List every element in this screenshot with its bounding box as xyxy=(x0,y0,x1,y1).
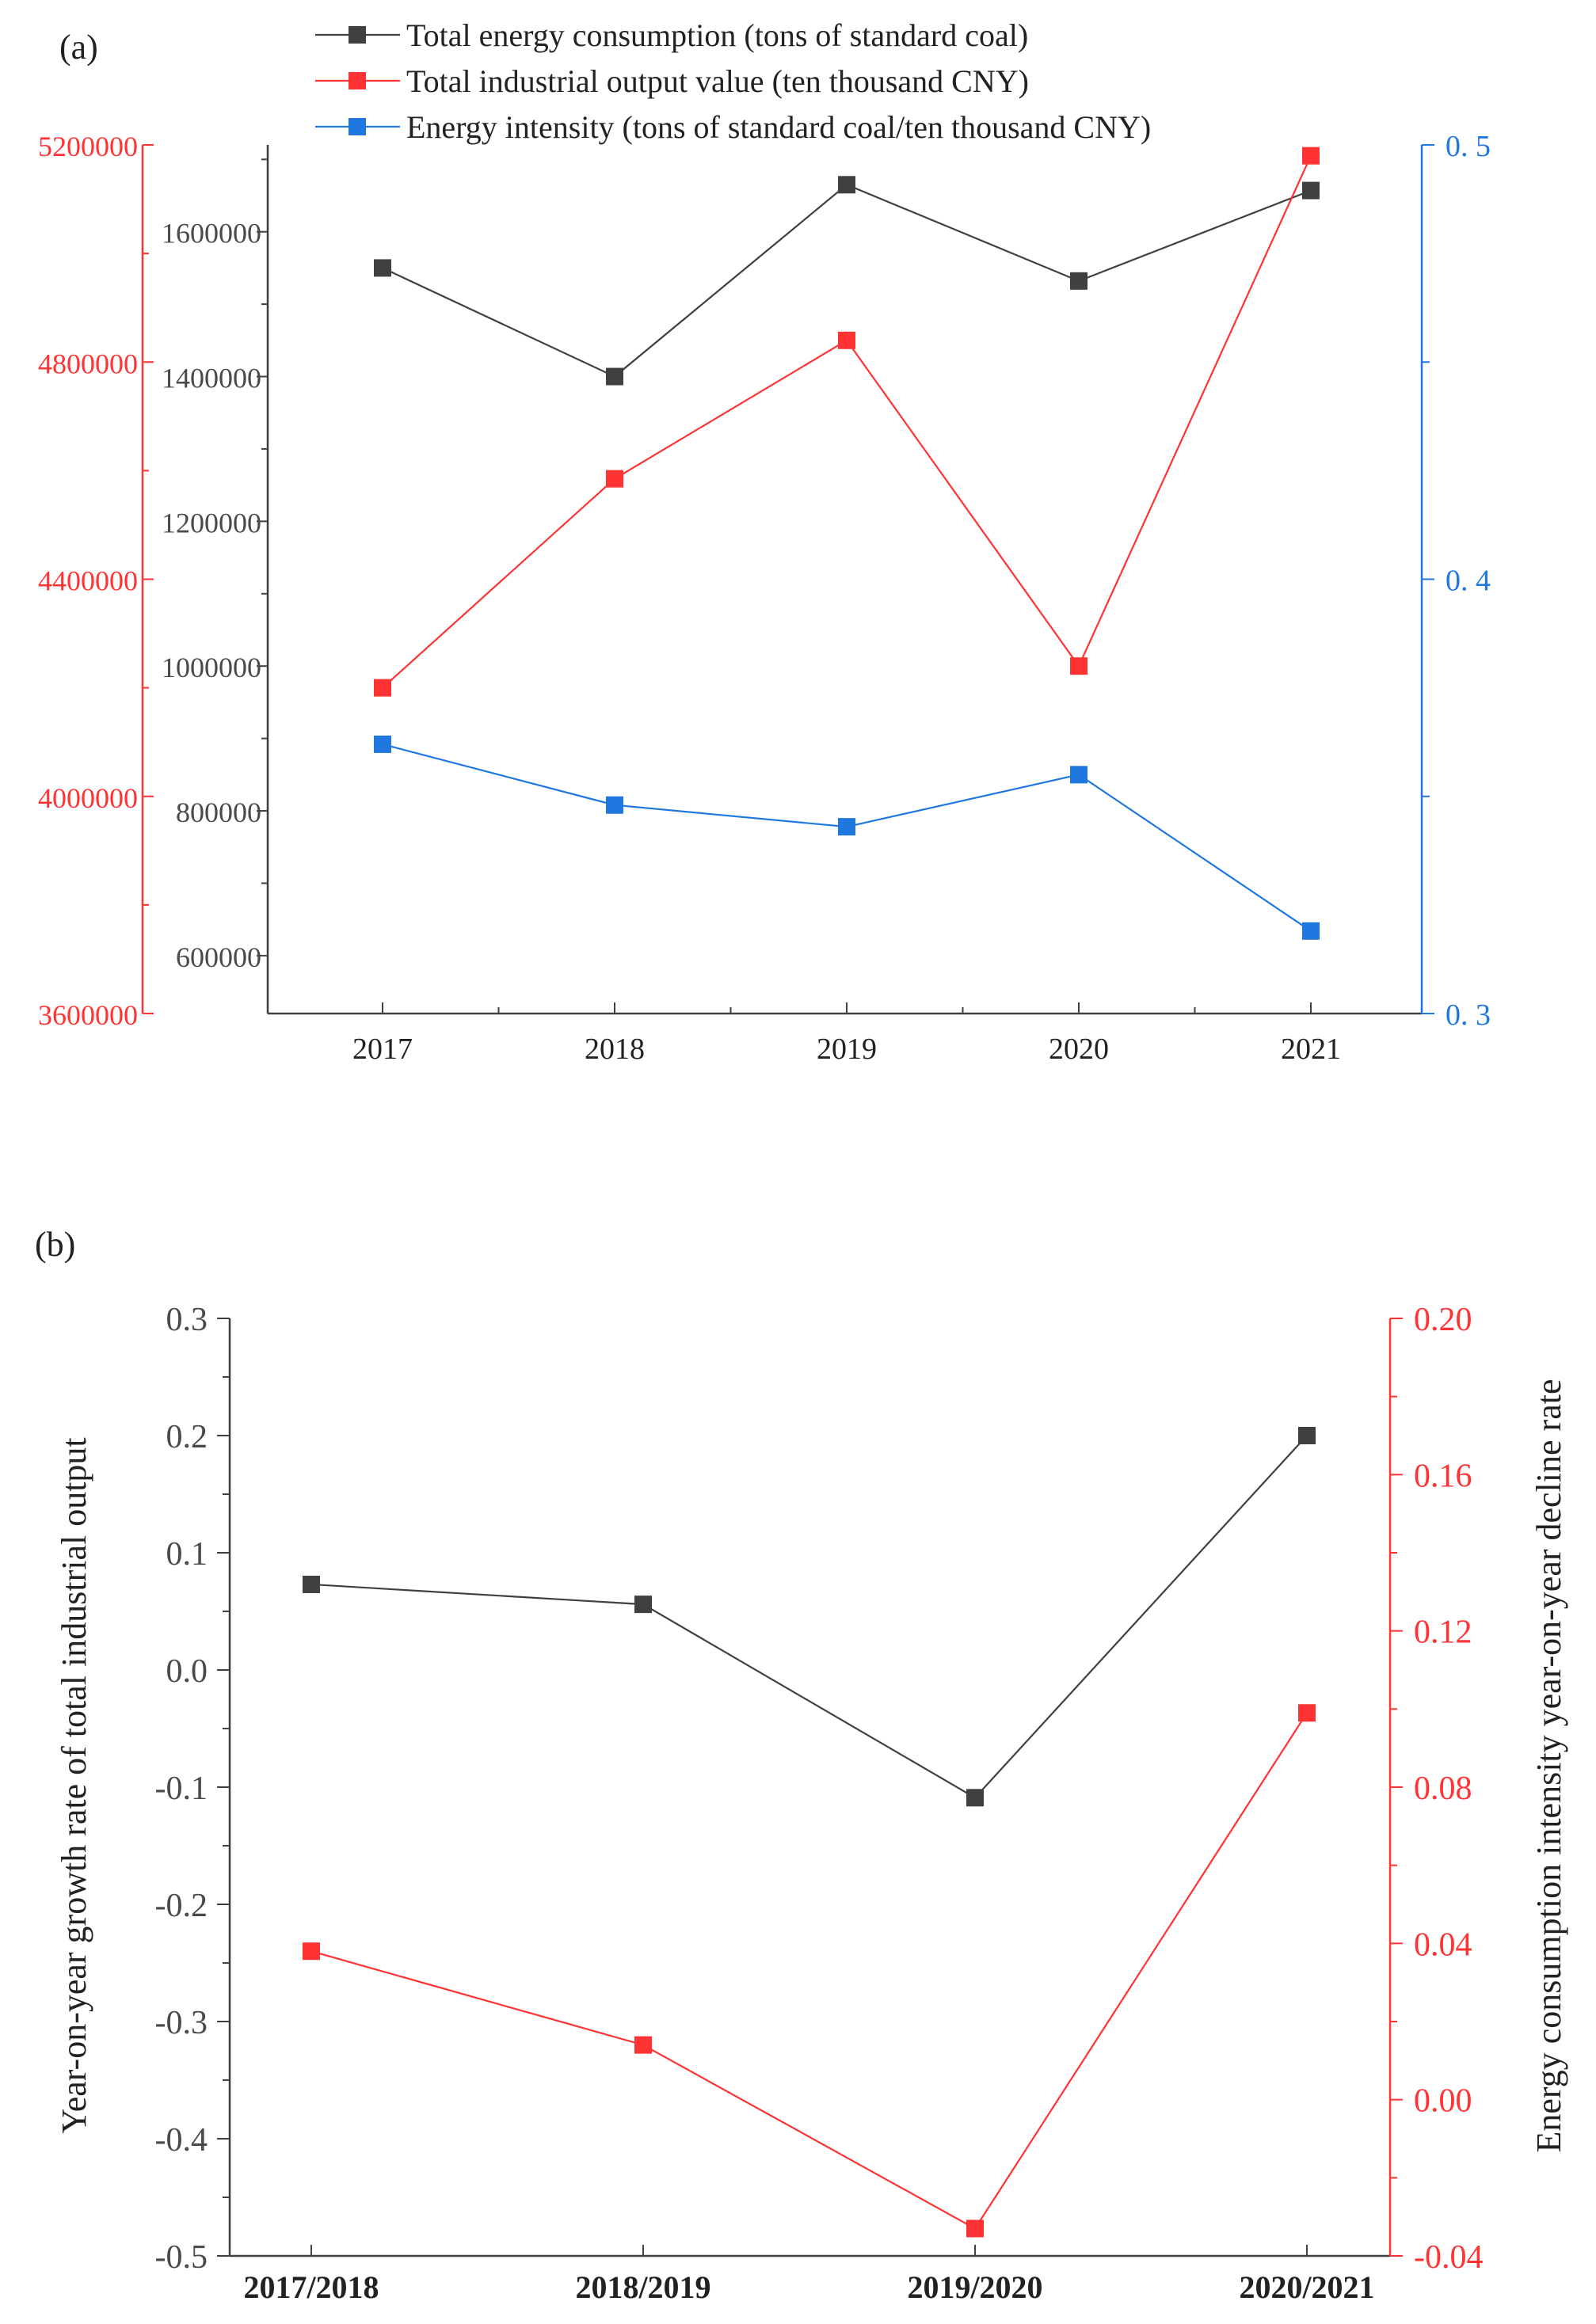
outer-left-tick-label: 4000000 xyxy=(38,782,138,814)
x-tick-label: 2020 xyxy=(1049,1033,1109,1066)
right-tick-label: 0. 3 xyxy=(1446,998,1491,1032)
panel-label: (a) xyxy=(59,28,98,67)
legend-marker xyxy=(349,72,366,89)
outer-left-tick-label: 5200000 xyxy=(38,131,138,162)
legend-marker xyxy=(349,118,366,135)
legend-label: Total energy consumption (tons of standa… xyxy=(406,17,1028,53)
series-2-point xyxy=(966,2219,984,2238)
outer-left-tick-label: 4800000 xyxy=(38,348,138,379)
series-1-point xyxy=(606,367,623,386)
left-tick-label: 0.3 xyxy=(166,1302,208,1338)
series-1-point xyxy=(838,176,855,194)
right-tick-label: 0.16 xyxy=(1414,1458,1472,1494)
inner-left-tick-label: 1400000 xyxy=(162,363,261,394)
series-1-point xyxy=(966,1789,984,1807)
series-3-point xyxy=(606,796,623,814)
legend-marker xyxy=(349,26,366,44)
legend-label: Energy intensity (tons of standard coal/… xyxy=(406,109,1151,145)
panel-a-chart: (a) 600000 800000 1000000 1200000 1400000 1600… xyxy=(38,17,1491,1066)
series-1-point xyxy=(634,1596,652,1614)
x-tick-label: 2019 xyxy=(817,1033,877,1066)
left-tick-label: 0.2 xyxy=(166,1419,208,1455)
right-tick-label: 0.08 xyxy=(1414,1771,1472,1807)
x-tick-label: 2021 xyxy=(1281,1033,1341,1066)
inner-left-tick-label: 1600000 xyxy=(162,218,261,249)
outer-left-tick-label: 4400000 xyxy=(38,565,138,597)
legend-label: Total industrial output value (ten thous… xyxy=(406,63,1029,99)
x-tick-label: 2019/2020 xyxy=(907,2269,1042,2305)
series-2-point xyxy=(838,331,855,349)
series-2-point xyxy=(1302,146,1320,165)
series-1-point xyxy=(1298,1427,1316,1444)
left-tick-label: -0.1 xyxy=(155,1771,208,1807)
series-2-point xyxy=(303,1942,320,1961)
inner-left-tick-label: 600000 xyxy=(176,941,261,973)
series-3-point xyxy=(1302,922,1320,940)
inner-left-tick-label: 800000 xyxy=(176,797,261,828)
left-axis-title: Year-on-year growth rate of total indust… xyxy=(55,1437,93,2133)
series-1-point xyxy=(303,1575,320,1593)
left-tick-label: -0.2 xyxy=(155,1888,208,1924)
series-line-2 xyxy=(310,1712,1308,2230)
left-tick-label: -0.5 xyxy=(155,2239,208,2276)
x-tick-label: 2020/2021 xyxy=(1239,2269,1374,2305)
left-tick-label: -0.4 xyxy=(155,2122,208,2159)
x-tick-label: 2017 xyxy=(352,1033,413,1066)
right-tick-label: 0.12 xyxy=(1414,1615,1472,1651)
right-tick-label: 0. 4 xyxy=(1446,565,1491,598)
right-tick-label: 0.20 xyxy=(1414,1302,1472,1338)
right-tick-label: 0.04 xyxy=(1414,1927,1472,1963)
series-3-point xyxy=(374,735,391,753)
panel-b-chart: (b) -0.5 -0.4 -0.3 -0.2 -0.1 0.0 0.1 0.2 0.3 -0.04… xyxy=(35,1225,1568,2305)
series-3-point xyxy=(838,818,855,836)
left-tick-label: 0.1 xyxy=(166,1536,208,1573)
x-tick-label: 2018/2019 xyxy=(575,2269,710,2305)
left-tick-label: -0.3 xyxy=(155,2005,208,2041)
inner-left-tick-label: 1200000 xyxy=(162,507,261,538)
series-1-point xyxy=(1302,181,1320,200)
outer-left-tick-label: 3600000 xyxy=(38,999,138,1031)
series-2-point xyxy=(606,470,623,488)
series-1-point xyxy=(1070,272,1087,290)
right-axis-title: Energy consumption intensity year-on-yea… xyxy=(1529,1379,1568,2153)
series-2-point xyxy=(1298,1704,1316,1722)
panel-label: (b) xyxy=(35,1225,75,1264)
left-tick-label: 0.0 xyxy=(166,1653,208,1690)
inner-left-tick-label: 1000000 xyxy=(162,652,261,683)
series-line-1 xyxy=(310,1435,1308,1799)
right-tick-label: 0.00 xyxy=(1414,2083,1472,2120)
series-1-point xyxy=(374,259,391,277)
x-tick-label: 2018 xyxy=(585,1033,645,1066)
series-2-point xyxy=(374,679,391,697)
series-2-point xyxy=(1070,657,1087,675)
right-tick-label: 0. 5 xyxy=(1446,130,1491,163)
series-2-point xyxy=(634,2036,652,2054)
right-tick-label: -0.04 xyxy=(1414,2239,1484,2276)
x-tick-label: 2017/2018 xyxy=(243,2269,379,2305)
series-3-point xyxy=(1070,766,1087,784)
